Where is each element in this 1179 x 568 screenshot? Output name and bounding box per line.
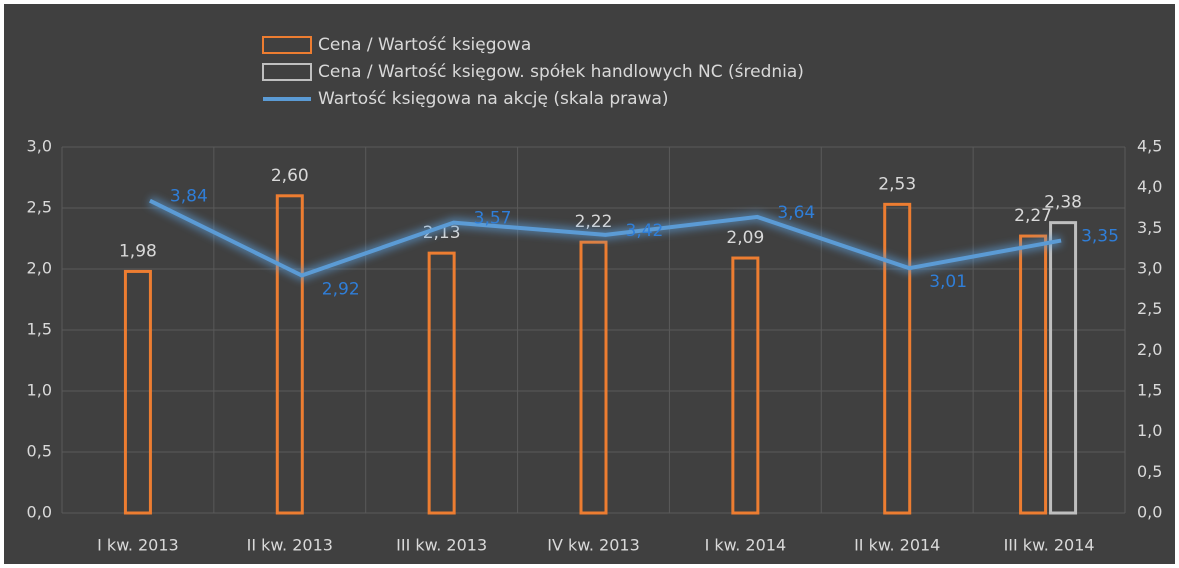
- y2-tick-label: 2,0: [1137, 340, 1162, 359]
- y-tick-label: 1,0: [27, 381, 52, 400]
- y-tick-label: 2,0: [27, 259, 52, 278]
- legend-label: Wartość księgowa na akcję (skala prawa): [318, 89, 669, 109]
- y2-tick-label: 1,0: [1137, 421, 1162, 440]
- bar-value-label: 2,38: [1044, 193, 1082, 213]
- y-tick-label: 0,5: [27, 442, 52, 461]
- bar-value-label: 2,09: [726, 228, 764, 248]
- bar-value-label: 2,53: [878, 174, 916, 194]
- legend-label: Cena / Wartość księgowa: [318, 35, 531, 55]
- y2-tick-label: 0,5: [1137, 462, 1162, 481]
- y-tick-label: 1,5: [27, 320, 52, 339]
- bar-value-label: 2,27: [1014, 206, 1052, 226]
- y2-tick-label: 3,0: [1137, 259, 1162, 278]
- line-value-label: 3,01: [929, 272, 967, 292]
- line: [149, 198, 1062, 278]
- x-tick-label: III kw. 2014: [1004, 536, 1095, 555]
- legend-label: Cena / Wartość księgow. spółek handlowyc…: [318, 62, 804, 82]
- y2-tick-label: 0,0: [1137, 503, 1162, 522]
- y-tick-label: 3,0: [27, 137, 52, 156]
- y2-tick-label: 2,5: [1137, 299, 1162, 318]
- y2-tick-label: 4,0: [1137, 177, 1162, 196]
- line-value-label: 3,57: [474, 209, 512, 229]
- x-tick-label: III kw. 2013: [396, 536, 487, 555]
- line-value-label: 2,92: [322, 280, 360, 300]
- y-tick-label: 0,0: [27, 503, 52, 522]
- line-value-label: 3,64: [777, 203, 815, 223]
- line-value-label: 3,35: [1081, 227, 1119, 247]
- y-tick-label: 2,5: [27, 198, 52, 217]
- x-tick-label: IV kw. 2013: [547, 536, 640, 555]
- x-tick-label: I kw. 2013: [97, 536, 179, 555]
- x-tick-label: II kw. 2014: [854, 536, 940, 555]
- bar: [427, 251, 456, 515]
- bar: [275, 194, 304, 515]
- legend-swatch: [262, 63, 312, 81]
- bar: [1019, 234, 1048, 515]
- bar-value-label: 2,22: [575, 212, 613, 232]
- legend-swatch: [262, 36, 312, 54]
- x-tick-label: I kw. 2014: [705, 536, 787, 555]
- x-tick-label: II kw. 2013: [247, 536, 333, 555]
- bar: [883, 202, 912, 515]
- bar-value-label: 1,98: [119, 241, 157, 261]
- bar: [731, 256, 760, 515]
- bar: [579, 240, 608, 515]
- bar-value-label: 2,60: [271, 166, 309, 186]
- y2-tick-label: 4,5: [1137, 137, 1162, 156]
- line-value-label: 3,84: [170, 187, 208, 207]
- y2-tick-label: 3,5: [1137, 218, 1162, 237]
- y2-tick-label: 1,5: [1137, 381, 1162, 400]
- bar: [1049, 221, 1078, 515]
- bar: [123, 269, 152, 515]
- chart-background: [4, 4, 1175, 564]
- line-value-label: 3,42: [626, 221, 664, 241]
